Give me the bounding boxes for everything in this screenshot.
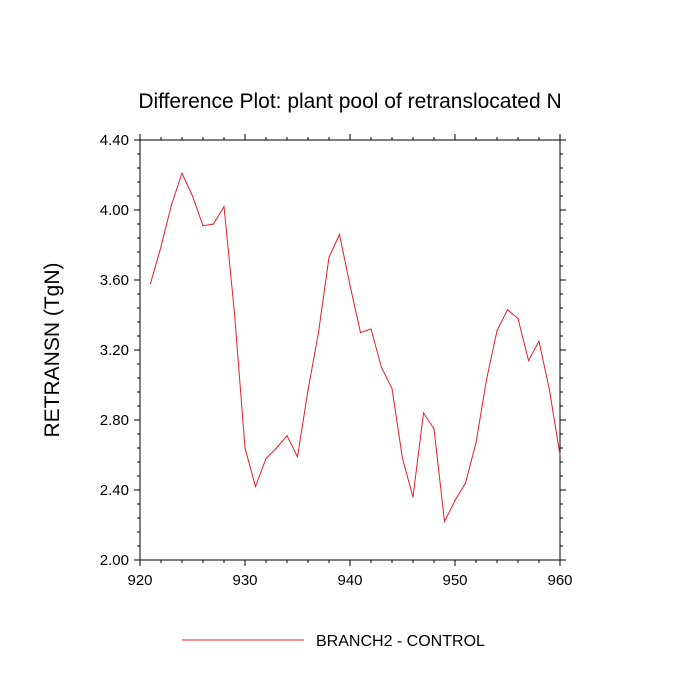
data-point xyxy=(202,225,204,227)
data-point xyxy=(506,309,509,311)
data-point xyxy=(317,331,320,334)
y-tick-label: 4.40 xyxy=(100,132,129,149)
data-point xyxy=(548,389,551,391)
legend-label: BRANCH2 - CONTROL xyxy=(316,633,485,650)
plot-area-frame xyxy=(139,139,561,561)
data-point xyxy=(328,256,330,258)
data-point xyxy=(244,447,246,449)
data-point xyxy=(422,412,425,414)
data-point xyxy=(496,330,498,332)
data-point xyxy=(265,457,267,460)
data-point xyxy=(370,328,372,330)
data-point xyxy=(443,520,446,523)
data-point xyxy=(475,442,477,444)
data-point xyxy=(191,195,194,197)
axis-ticks xyxy=(134,134,566,566)
data-point xyxy=(464,482,467,484)
data-point xyxy=(212,223,215,225)
data-point xyxy=(359,331,362,334)
y-tick-label: 2.00 xyxy=(100,552,129,569)
data-point xyxy=(391,387,393,390)
data-point xyxy=(485,379,488,381)
axis-tick-labels: 920 930 940 950 960 2.00 2.40 2.80 3.20 3.60 4.00 4… xyxy=(100,132,573,589)
data-point xyxy=(559,454,561,456)
data-point xyxy=(527,359,530,362)
y-tick-label: 2.40 xyxy=(100,482,129,499)
chart-title: Difference Plot: plant pool of retranslo… xyxy=(138,90,561,113)
data-point xyxy=(454,499,456,502)
data-point xyxy=(170,204,173,206)
data-point xyxy=(349,284,351,286)
series-line-branch2-control xyxy=(150,171,561,524)
data-point xyxy=(149,282,152,285)
data-point xyxy=(286,435,288,437)
x-tick-label: 940 xyxy=(337,572,362,589)
data-point xyxy=(233,312,236,314)
data-point xyxy=(401,457,404,460)
y-axis-label: RETRANSN (TgN) xyxy=(41,262,64,437)
legend: BRANCH2 - CONTROL xyxy=(182,633,485,650)
data-point xyxy=(223,205,225,208)
data-point xyxy=(538,340,540,342)
data-point xyxy=(412,496,414,498)
data-point xyxy=(433,428,435,430)
data-point xyxy=(181,172,183,174)
data-point xyxy=(338,233,341,236)
x-tick-label: 950 xyxy=(442,572,467,589)
data-point xyxy=(307,389,309,391)
series-points xyxy=(149,172,561,523)
data-point xyxy=(517,317,519,320)
x-tick-label: 960 xyxy=(547,572,572,589)
x-tick-label: 920 xyxy=(127,572,152,589)
x-tick-label: 930 xyxy=(232,572,257,589)
data-point xyxy=(275,447,278,449)
data-point xyxy=(160,246,162,248)
y-tick-label: 3.20 xyxy=(100,342,129,359)
y-tick-label: 4.00 xyxy=(100,202,129,219)
data-point xyxy=(296,456,299,458)
data-point xyxy=(380,366,383,369)
y-tick-label: 2.80 xyxy=(100,412,129,429)
data-point xyxy=(254,485,257,488)
y-tick-label: 3.60 xyxy=(100,272,129,289)
